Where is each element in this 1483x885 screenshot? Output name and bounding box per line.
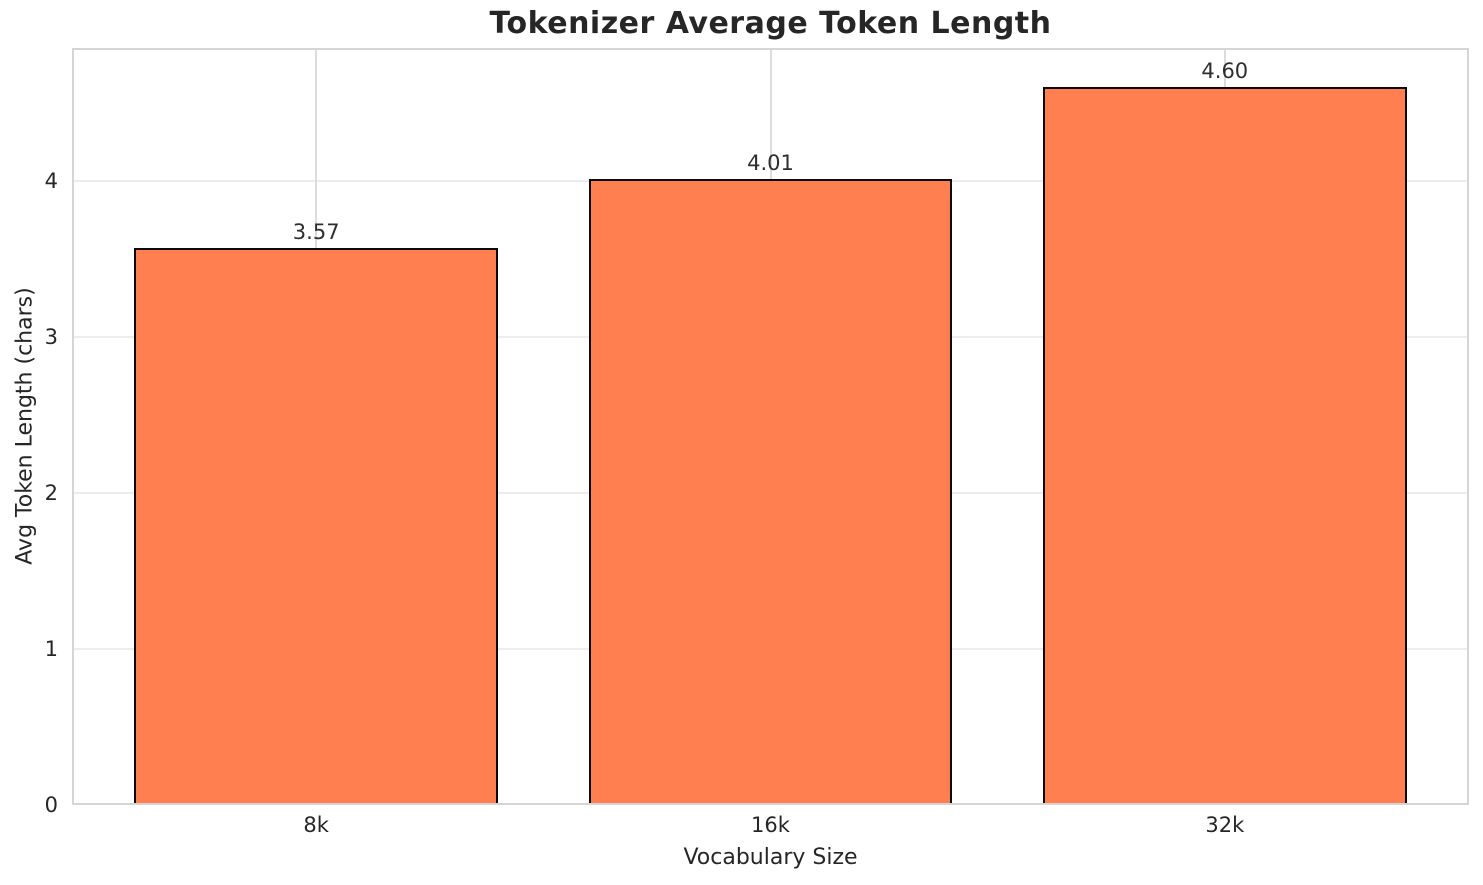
bar-value-label: 4.01 <box>747 151 794 176</box>
bar-16k <box>588 179 953 805</box>
y-tick-label: 3 <box>44 324 58 349</box>
x-tick-label: 32k <box>1205 813 1245 837</box>
y-tick-label: 0 <box>44 793 58 817</box>
x-axis-label: Vocabulary Size <box>683 845 858 870</box>
x-tick-label: 16k <box>751 813 790 837</box>
bar-8k <box>134 247 498 805</box>
bars-layer: 3.57 4.01 4.60 <box>72 48 1469 805</box>
plot-area: 3.57 4.01 4.60 <box>72 48 1469 805</box>
y-tick-label: 1 <box>44 636 58 661</box>
y-tick-label: 4 <box>44 168 58 193</box>
bar-32k <box>1043 87 1407 805</box>
y-tick-label: 2 <box>44 480 58 505</box>
x-tick-label: 8k <box>303 813 329 837</box>
chart-title: Tokenizer Average Token Length <box>489 6 1052 41</box>
bar-value-label: 3.57 <box>292 219 340 244</box>
bar-value-label: 4.60 <box>1201 59 1249 84</box>
